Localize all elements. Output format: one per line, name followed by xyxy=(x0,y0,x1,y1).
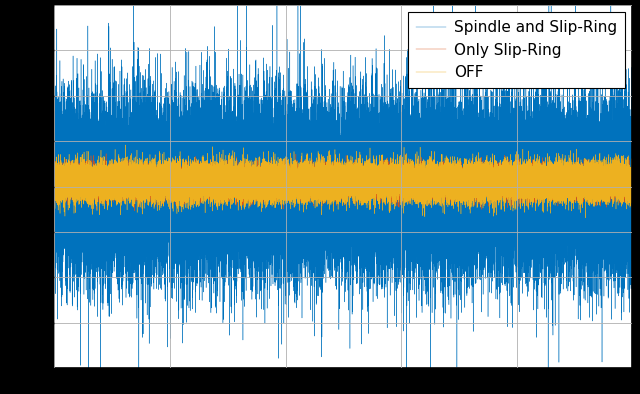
OFF xyxy=(628,177,636,181)
Spindle and Slip-Ring xyxy=(628,122,636,127)
Spindle and Slip-Ring xyxy=(189,145,197,150)
Only Slip-Ring xyxy=(189,182,197,186)
Only Slip-Ring xyxy=(131,208,138,213)
OFF xyxy=(189,177,197,182)
OFF xyxy=(582,216,589,220)
OFF xyxy=(90,182,97,186)
OFF xyxy=(51,182,58,186)
Only Slip-Ring xyxy=(272,181,280,186)
Only Slip-Ring xyxy=(364,171,372,176)
Line: Spindle and Slip-Ring: Spindle and Slip-Ring xyxy=(54,0,632,394)
Spindle and Slip-Ring xyxy=(399,221,406,225)
Only Slip-Ring xyxy=(399,188,406,192)
Only Slip-Ring xyxy=(102,151,110,156)
Spindle and Slip-Ring xyxy=(479,130,487,135)
Spindle and Slip-Ring xyxy=(51,164,58,169)
OFF xyxy=(479,175,487,179)
Only Slip-Ring xyxy=(628,170,636,175)
OFF xyxy=(122,143,129,147)
OFF xyxy=(399,176,406,181)
Only Slip-Ring xyxy=(90,175,97,179)
Only Slip-Ring xyxy=(479,172,487,177)
OFF xyxy=(272,179,280,184)
Legend: Spindle and Slip-Ring, Only Slip-Ring, OFF: Spindle and Slip-Ring, Only Slip-Ring, O… xyxy=(408,12,625,88)
Line: OFF: OFF xyxy=(54,145,632,218)
Spindle and Slip-Ring xyxy=(272,181,280,186)
Line: Only Slip-Ring: Only Slip-Ring xyxy=(54,154,632,211)
Spindle and Slip-Ring xyxy=(90,201,97,205)
Spindle and Slip-Ring xyxy=(364,177,372,182)
OFF xyxy=(364,182,372,186)
Only Slip-Ring xyxy=(51,179,58,184)
